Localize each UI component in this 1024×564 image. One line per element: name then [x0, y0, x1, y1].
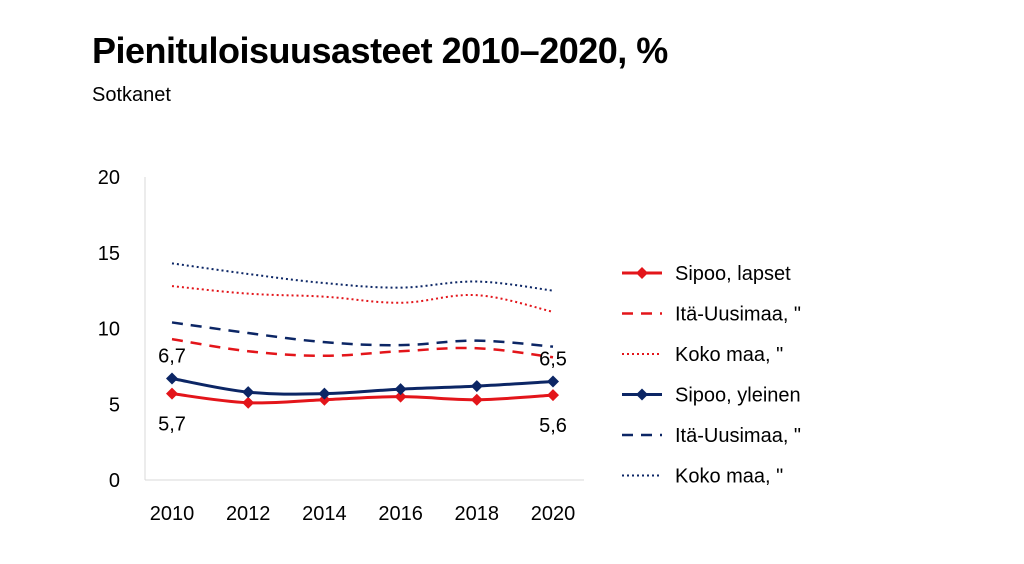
legend-label-5: Itä-Uusimaa, " [675, 425, 801, 447]
data-point-marker [318, 387, 331, 400]
x-tick-label: 2016 [378, 503, 423, 525]
data-point-marker [470, 380, 483, 393]
series-line-5 [171, 321, 554, 348]
data-point-marker [242, 396, 255, 409]
data-label: 6,7 [158, 345, 186, 367]
x-tick-label: 2020 [531, 503, 576, 525]
legend-marker [636, 388, 648, 401]
legend-label-3: Koko maa, " [675, 344, 783, 366]
series-line-1 [171, 392, 554, 405]
x-tick-label: 2018 [455, 503, 500, 525]
legend-label-1: Sipoo, lapset [675, 263, 791, 285]
data-label: 5,7 [158, 414, 186, 436]
legend: Sipoo, lapset Itä-Uusimaa, " Koko maa, " Si… [622, 263, 801, 488]
data-point-marker [394, 383, 407, 396]
y-tick-label: 20 [98, 167, 120, 189]
data-point-marker [547, 389, 559, 402]
y-tick-label: 0 [109, 470, 120, 492]
x-tick-label: 2010 [150, 503, 195, 525]
legend-marker [636, 267, 648, 279]
x-tick-label: 2014 [302, 503, 347, 525]
y-tick-label: 5 [109, 394, 120, 416]
data-point-marker [547, 375, 559, 388]
data-point-marker [394, 390, 407, 403]
series-line-3 [171, 285, 554, 313]
x-tick-label: 2012 [226, 503, 271, 525]
y-tick-label: 15 [98, 243, 120, 265]
legend-label-4: Sipoo, yleinen [675, 385, 801, 407]
data-point-marker [318, 393, 331, 406]
data-point-marker [242, 386, 255, 399]
legend-label-2: Itä-Uusimaa, " [675, 304, 801, 326]
data-label: 5,6 [539, 415, 567, 437]
series-line-4 [171, 377, 554, 396]
data-point-marker [166, 387, 178, 400]
legend-label-6: Koko maa, " [675, 466, 783, 488]
series-line-6 [171, 262, 554, 292]
chart-subtitle: Sotkanet [92, 84, 171, 106]
plot-area: 0 5 10 15 20 2010 2012 2014 2016 2018 2020 6,7 6,5 5,… [98, 167, 584, 525]
data-label: 6,5 [539, 349, 567, 371]
y-tick-label: 10 [98, 319, 120, 341]
series-line-2 [171, 337, 554, 359]
data-point-marker [166, 372, 178, 385]
chart-title: Pienituloisuusasteet 2010–2020, % [92, 30, 668, 71]
data-point-marker [470, 393, 483, 406]
